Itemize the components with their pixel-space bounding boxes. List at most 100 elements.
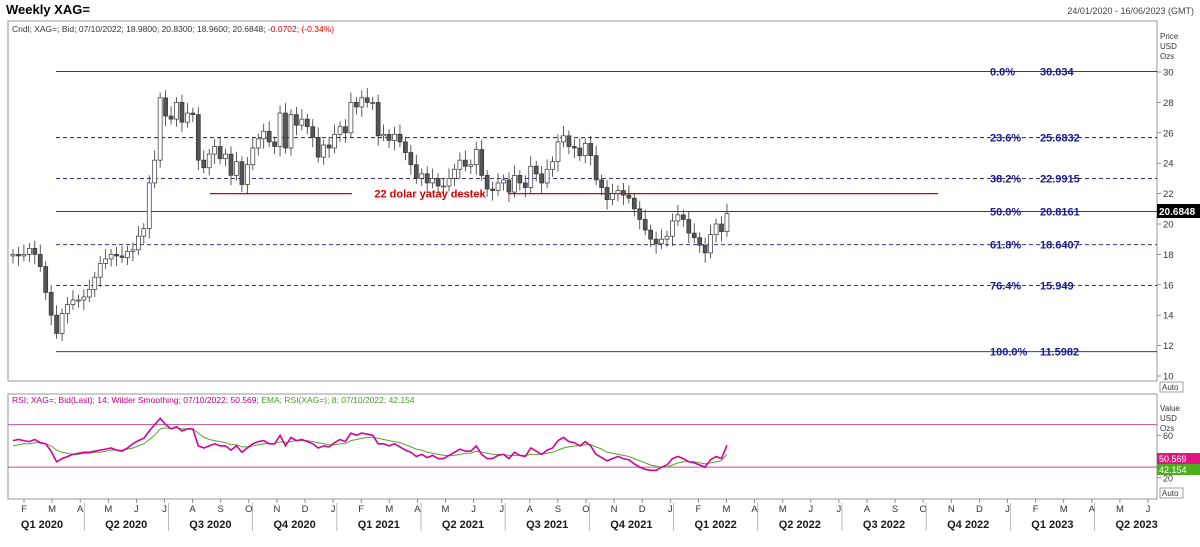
quarter-label: Q3 2020 <box>189 519 231 531</box>
fib-value-label: 18.6407 <box>1040 240 1080 252</box>
fib-pct-label: 23.6% <box>990 133 1021 145</box>
month-label: J <box>1005 504 1010 515</box>
candle-body <box>48 292 54 316</box>
month-label: A <box>189 504 196 515</box>
candle-body <box>577 147 583 156</box>
month-label: J <box>808 504 813 515</box>
candle-body <box>212 146 217 155</box>
quarter-label: Q3 2022 <box>863 519 905 531</box>
candle-body <box>37 254 43 267</box>
rsi-tick-label: 20 <box>1163 473 1173 483</box>
candle-body <box>724 213 730 232</box>
month-label: N <box>948 504 955 515</box>
candle-body <box>310 126 316 138</box>
rsi-auto-button[interactable] <box>1159 487 1184 499</box>
candle-body <box>27 247 32 255</box>
candle-body <box>490 188 495 191</box>
candle-body <box>637 208 643 220</box>
price-legend-main: Cndl; XAG=; Bid; 07/10/2022; 18.9800; 20… <box>12 24 266 34</box>
month-label: M <box>442 504 450 515</box>
candle-body <box>397 133 403 143</box>
candle-body <box>670 220 675 237</box>
month-label: J <box>668 504 673 515</box>
fib-value-label: 20.8161 <box>1040 207 1080 219</box>
candle-body <box>146 182 152 229</box>
month-label: A <box>751 504 758 515</box>
candle-body <box>228 153 234 176</box>
rsi-legend-main: RSI; XAG=; Bid(Last); 14; Wilder Smoothi… <box>12 395 259 405</box>
fib-value-label: 22.9915 <box>1040 174 1080 186</box>
candle-body <box>321 144 326 158</box>
candle-body <box>473 149 479 166</box>
candle-body <box>163 97 168 117</box>
fib-pct-label: 38.2% <box>990 174 1021 186</box>
candle-body <box>719 223 724 232</box>
fib-pct-label: 76.4% <box>990 281 1021 293</box>
candle-body <box>43 266 49 293</box>
candle-body <box>239 161 245 185</box>
month-label: J <box>471 504 476 515</box>
quarter-label: Q1 2023 <box>1031 519 1073 531</box>
candle-body <box>157 97 163 161</box>
price-legend-change: -0.0702; (-0.34%) <box>268 24 334 34</box>
candle-body <box>294 114 299 126</box>
candle-body <box>76 299 81 302</box>
candle-body <box>185 112 190 123</box>
rsi-legend-ema: EMA; RSI(XAG=); 8; 07/10/2022; 42.154 <box>261 395 415 405</box>
candle-body <box>261 130 267 140</box>
month-label: J <box>134 504 139 515</box>
price-tick-label: 28 <box>1163 98 1174 109</box>
candle-body <box>441 185 446 188</box>
price-auto-button[interactable] <box>1159 381 1184 393</box>
candle-body <box>359 97 365 108</box>
candle-body <box>653 238 659 245</box>
date-range: 24/01/2020 - 16/06/2023 (GMT) <box>1067 6 1194 16</box>
month-label: D <box>639 504 646 515</box>
candle-body <box>326 144 332 149</box>
candle-body <box>206 153 212 169</box>
candle-body <box>642 219 648 231</box>
candle-body <box>403 141 408 153</box>
candle-body <box>223 153 228 159</box>
candle-body <box>125 251 130 258</box>
candle-body <box>648 229 654 240</box>
candle-body <box>70 299 76 305</box>
candle-body <box>130 249 136 252</box>
rsi-axis-title-2: USD <box>1160 414 1177 423</box>
month-label: F <box>358 504 364 515</box>
price-axis-title-1: Price <box>1160 32 1179 41</box>
candle-body <box>517 175 523 184</box>
candle-body <box>479 149 485 176</box>
candle-body <box>54 314 59 334</box>
quarter-label: Q1 2020 <box>21 519 63 531</box>
month-label: O <box>920 504 927 515</box>
price-auto-label: Auto <box>1162 383 1179 392</box>
month-label: J <box>331 504 336 515</box>
month-label: M <box>48 504 56 515</box>
candle-body <box>250 147 256 166</box>
candle-body <box>97 263 103 278</box>
candle-body <box>217 146 223 159</box>
last-price-label: 20.6848 <box>1159 207 1196 218</box>
candle-body <box>354 102 359 108</box>
candle-body <box>81 296 87 301</box>
candle-body <box>304 118 310 128</box>
candle-body <box>179 102 185 123</box>
price-panel-frame <box>7 20 1158 382</box>
candle-body <box>588 143 594 156</box>
month-label: F <box>1033 504 1039 515</box>
month-label: M <box>1116 504 1124 515</box>
quarter-label: Q4 2020 <box>273 519 315 531</box>
month-label: M <box>385 504 393 515</box>
quarter-label: Q4 2022 <box>947 519 989 531</box>
candle-body <box>408 152 414 166</box>
quarter-label: Q2 2021 <box>442 519 484 531</box>
candle-body <box>593 155 599 181</box>
price-tick-label: 12 <box>1163 341 1174 352</box>
candle-body <box>375 102 381 137</box>
candle-body <box>484 175 490 190</box>
candle-body <box>32 247 38 255</box>
candle-body <box>626 194 632 199</box>
ema-value-label: 42.154 <box>1159 465 1187 475</box>
